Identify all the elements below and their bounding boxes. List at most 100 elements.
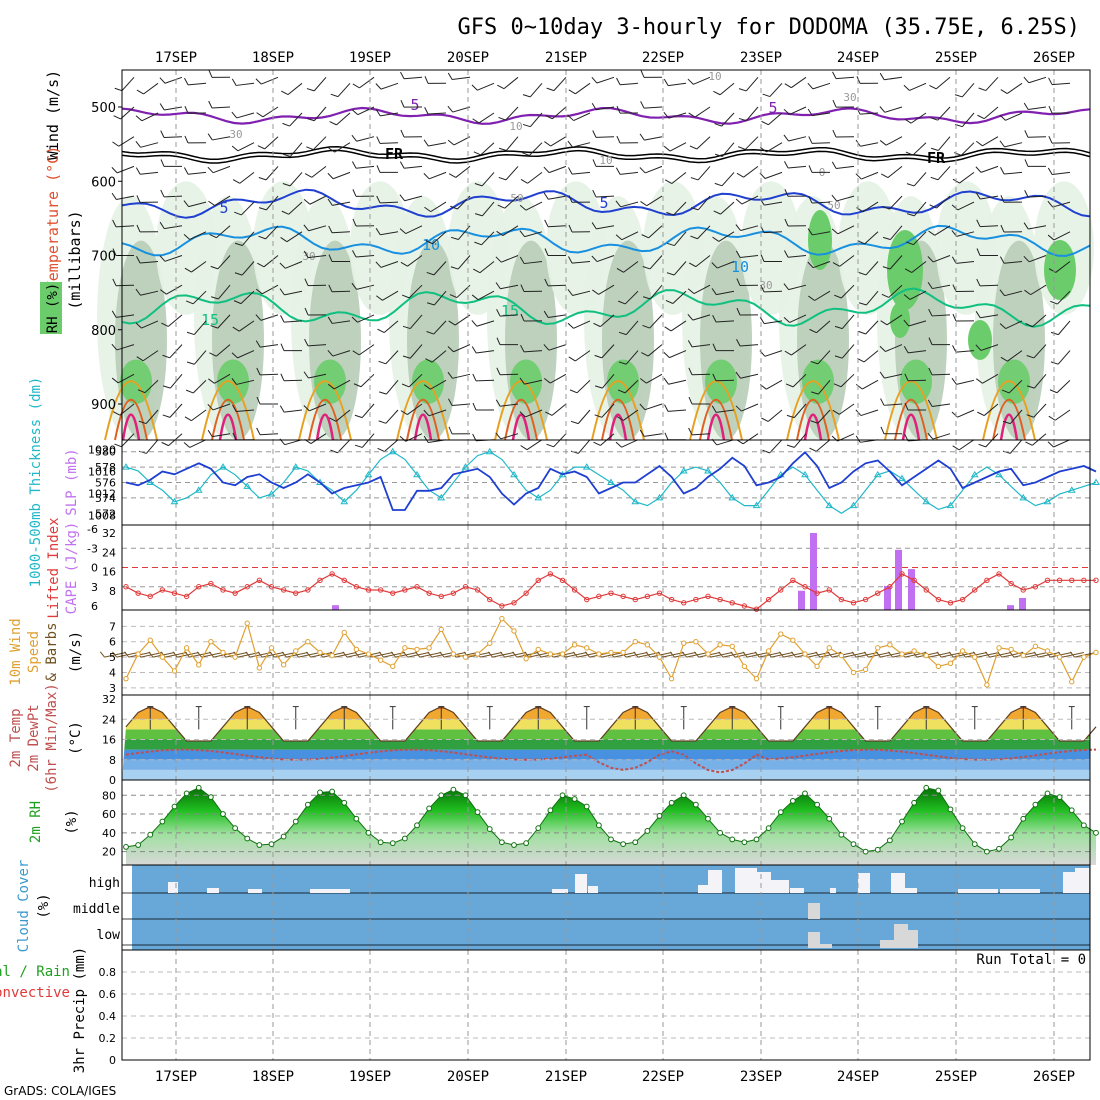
cloud-cell [771,880,789,893]
wind-barb [1023,222,1047,230]
wind-barb-staff [238,320,255,332]
rh-point [899,818,905,825]
wind-barb [1000,350,1023,362]
rh-point [656,813,663,819]
wind-barb-staff [408,373,423,388]
wind-barb [1024,159,1047,167]
wind-barb [833,373,855,388]
wind-barb-flag [761,120,769,126]
wind-barb-flag [711,288,717,295]
rh-point [583,803,590,810]
wind-barb-staff [453,344,471,353]
wind-barb [616,77,639,86]
wind-barb-flag [1023,102,1029,110]
wind-barb-flag [160,159,165,167]
wind-barb-staff [744,136,759,150]
lifted-index-point [450,590,457,596]
wind-barb-staff [692,314,711,321]
wind-barb-staff [644,403,663,411]
contour-label: 5 [410,96,419,114]
lifted-index-point [693,596,699,603]
rh-point [123,844,129,850]
wind-barb-staff [741,195,759,205]
wind-barb-flag [1050,331,1059,336]
wind-barb [711,261,735,269]
wind10-barb-flag [584,651,590,658]
thickness-point [970,470,979,478]
wind-barb [855,171,879,180]
wind-barb-staff [217,255,231,270]
wind-barb [834,314,855,330]
wind-speed-point [208,639,214,645]
wind-barb-staff [385,409,399,424]
temp-contour-25 [894,399,928,441]
wind-barb-flag [906,213,915,217]
rh-point [802,790,808,797]
wind10-barb-flag [681,651,687,658]
wind-barb-staff [721,112,735,127]
wind-barb-flag [280,315,285,323]
wind-barb [735,195,759,205]
wind-barb [112,136,135,147]
wind10-label-2: Speed [26,631,42,673]
precip-panel-labels: Total / Rain Convective 3hr Precip (mm) … [0,947,1086,1073]
cloud-cell [207,888,219,893]
wind-barb-staff [836,195,855,202]
lifted-index-point [499,603,505,609]
wind10-barb-flag [439,651,445,658]
cloud-row-label: middle [73,902,120,917]
wind-barb-staff [575,350,591,362]
rh-point [668,799,675,806]
wind-barb-staff [285,261,303,269]
wind-barb [258,195,279,211]
rh-point [971,841,978,847]
wind-barb-staff [166,284,183,295]
wind-barb [544,136,567,147]
thickness-point [607,478,615,485]
wind-barb [136,195,159,203]
date-label-top: 26SEP [1033,50,1075,66]
cloud-cell [1063,872,1075,893]
wind-barb-staff [912,142,927,156]
wind-barb-staff [908,320,927,327]
wind-barb-flag [279,262,286,269]
wind-barb-flag [519,230,526,237]
wind-barb-staff [356,284,375,290]
wind-barb-flag [1047,167,1053,175]
lifted-index-point [305,587,311,593]
cloud-cell [808,932,820,948]
wind-barb [567,140,591,148]
wind-barb [905,142,927,156]
wind-barb-flag [209,352,217,357]
wind10-barb-flag [281,651,287,658]
wind-barb [304,278,327,287]
wind-barb-flag [112,278,117,286]
wind-barb-flag [690,207,699,211]
wind-barb [951,201,975,211]
wind-barb [399,194,423,202]
pressure-tick-label: 500 [91,101,116,116]
wind-barb [666,261,687,276]
wind-barb [231,111,255,119]
wind-barb [112,219,135,228]
wind-barb-flag [687,78,694,85]
wind-barb [784,161,807,169]
wind-barb-staff [501,255,519,263]
temp-contour-20 [494,380,548,441]
wind-barb-flag [1024,130,1029,138]
temp-band [122,729,1090,740]
wind-barb [184,105,207,114]
wind-barb-staff [1004,142,1023,148]
wind-barb-flag [426,302,435,306]
thickness-line [125,450,1097,515]
rh-point [1044,790,1051,797]
wind-barb-staff [596,76,615,84]
wind-barb-flag [735,224,742,231]
wind-barb [520,344,543,353]
wind-barb [951,256,975,264]
wind-speed-point [390,663,396,670]
wind10-barb-flag [694,651,699,658]
contour-label: 30 [229,128,242,141]
thickness-point [801,470,809,478]
